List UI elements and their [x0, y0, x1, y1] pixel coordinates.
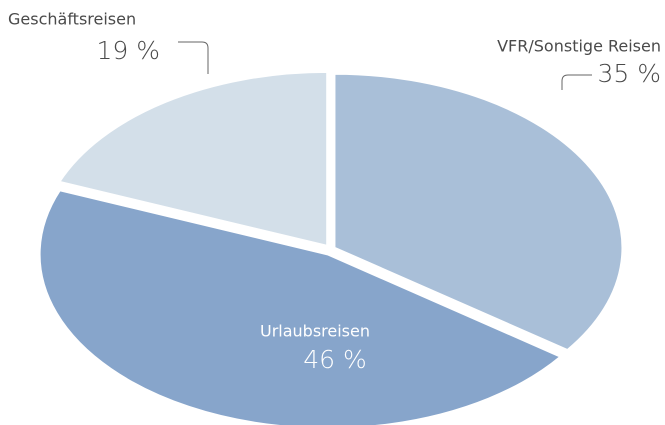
connector	[178, 41, 209, 74]
pie-slice	[333, 72, 624, 352]
slice-label: Urlaubsreisen	[260, 322, 370, 341]
slice-label: Geschäftsreisen	[8, 10, 136, 29]
connector	[561, 74, 592, 90]
pie-slice	[38, 189, 563, 425]
value-label: 19 %	[96, 36, 160, 65]
value-label: 46 %	[303, 345, 367, 374]
pie-slice	[57, 70, 329, 248]
slice-label: VFR/Sonstige Reisen	[497, 37, 661, 56]
value-label: 35 %	[597, 59, 661, 88]
